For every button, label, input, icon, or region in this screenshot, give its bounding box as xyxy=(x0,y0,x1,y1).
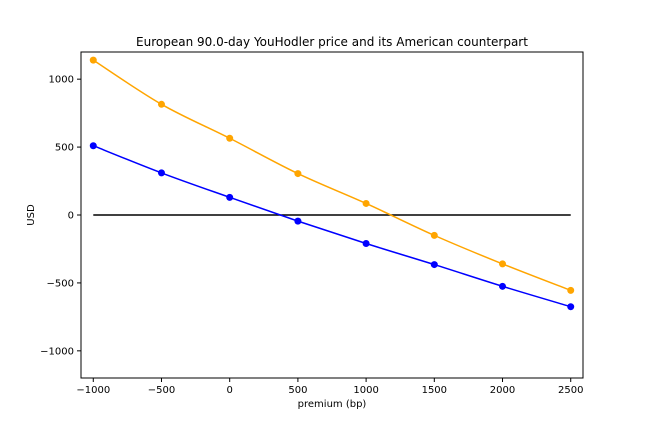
series-1-point-5 xyxy=(362,240,370,248)
x-tick-label: 1500 xyxy=(422,385,447,396)
series-1-point-6 xyxy=(430,261,438,269)
series-1-point-1 xyxy=(89,142,97,150)
y-tick-label: −500 xyxy=(47,278,74,289)
series-1-point-2 xyxy=(157,169,165,177)
x-axis: −1000 −500 0 500 1000 1500 2000 2500 xyxy=(76,378,583,396)
series-2-point-4 xyxy=(294,170,302,178)
x-tick-label: 2500 xyxy=(558,385,583,396)
y-tick-label: −1000 xyxy=(40,346,74,357)
series-1-point-7 xyxy=(499,282,507,290)
y-tick-label: 0 xyxy=(68,211,74,222)
y-axis-label: USD xyxy=(26,204,37,226)
y-tick-label: 1000 xyxy=(49,75,74,86)
series-2-point-1 xyxy=(89,56,97,64)
x-tick-label: 500 xyxy=(288,385,307,396)
series-2-point-2 xyxy=(157,100,165,108)
series-1-point-4 xyxy=(294,217,302,225)
series-2-point-8 xyxy=(567,286,575,294)
x-axis-label: premium (bp) xyxy=(298,399,367,410)
series-2-point-3 xyxy=(226,134,234,142)
chart-title: European 90.0-day YouHodler price and it… xyxy=(136,35,528,49)
series-2-line xyxy=(92,59,571,292)
x-tick-label: 1000 xyxy=(353,385,378,396)
x-tick-label: 0 xyxy=(227,385,233,396)
plot-area xyxy=(89,56,575,311)
series-1-point-3 xyxy=(226,193,234,201)
y-axis: −1000 −500 0 500 1000 xyxy=(40,75,81,357)
x-tick-label: −500 xyxy=(148,385,175,396)
series-2-point-6 xyxy=(430,231,438,239)
series-2-point-5 xyxy=(362,199,370,207)
series-1-line xyxy=(92,145,571,308)
y-tick-label: 500 xyxy=(55,143,74,154)
series-2-point-7 xyxy=(499,260,507,268)
x-tick-label: 2000 xyxy=(490,385,515,396)
series-1-point-8 xyxy=(567,303,575,311)
x-tick-label: −1000 xyxy=(76,385,110,396)
